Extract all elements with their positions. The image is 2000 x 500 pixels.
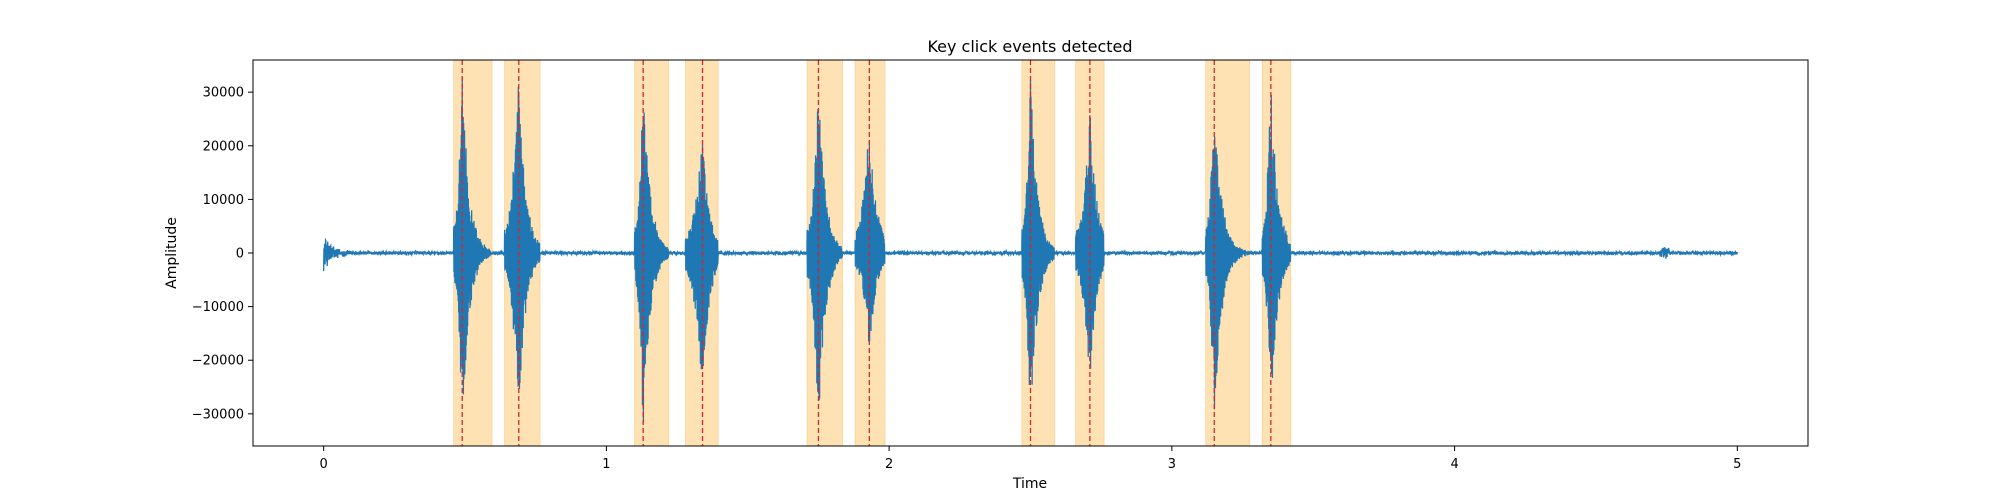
y-tick-label: −10000 [192, 300, 244, 315]
y-tick-label: 30000 [203, 86, 244, 101]
y-tick-label: 0 [236, 247, 244, 262]
event-lines [461, 60, 1272, 446]
x-tick-label: 4 [1450, 457, 1458, 472]
x-axis-label: Time [1012, 476, 1047, 492]
x-tick-label: 0 [320, 457, 328, 472]
plot-area [323, 59, 1738, 447]
chart-title: Key click events detected [927, 37, 1132, 56]
y-tick-label: −30000 [192, 407, 244, 422]
x-tick-label: 1 [602, 457, 610, 472]
x-tick-label: 5 [1733, 457, 1741, 472]
y-axis-label: Amplitude [164, 217, 180, 289]
x-tick-label: 2 [885, 457, 893, 472]
x-tick-label: 3 [1168, 457, 1176, 472]
y-tick-label: 10000 [203, 193, 244, 208]
y-tick-label: 20000 [203, 139, 244, 154]
x-axis-ticks: 0 1 2 3 4 5 [320, 446, 1741, 472]
y-tick-label: −20000 [192, 354, 244, 369]
y-axis-ticks: −30000 −20000 −10000 0 10000 20000 30000 [192, 86, 253, 422]
